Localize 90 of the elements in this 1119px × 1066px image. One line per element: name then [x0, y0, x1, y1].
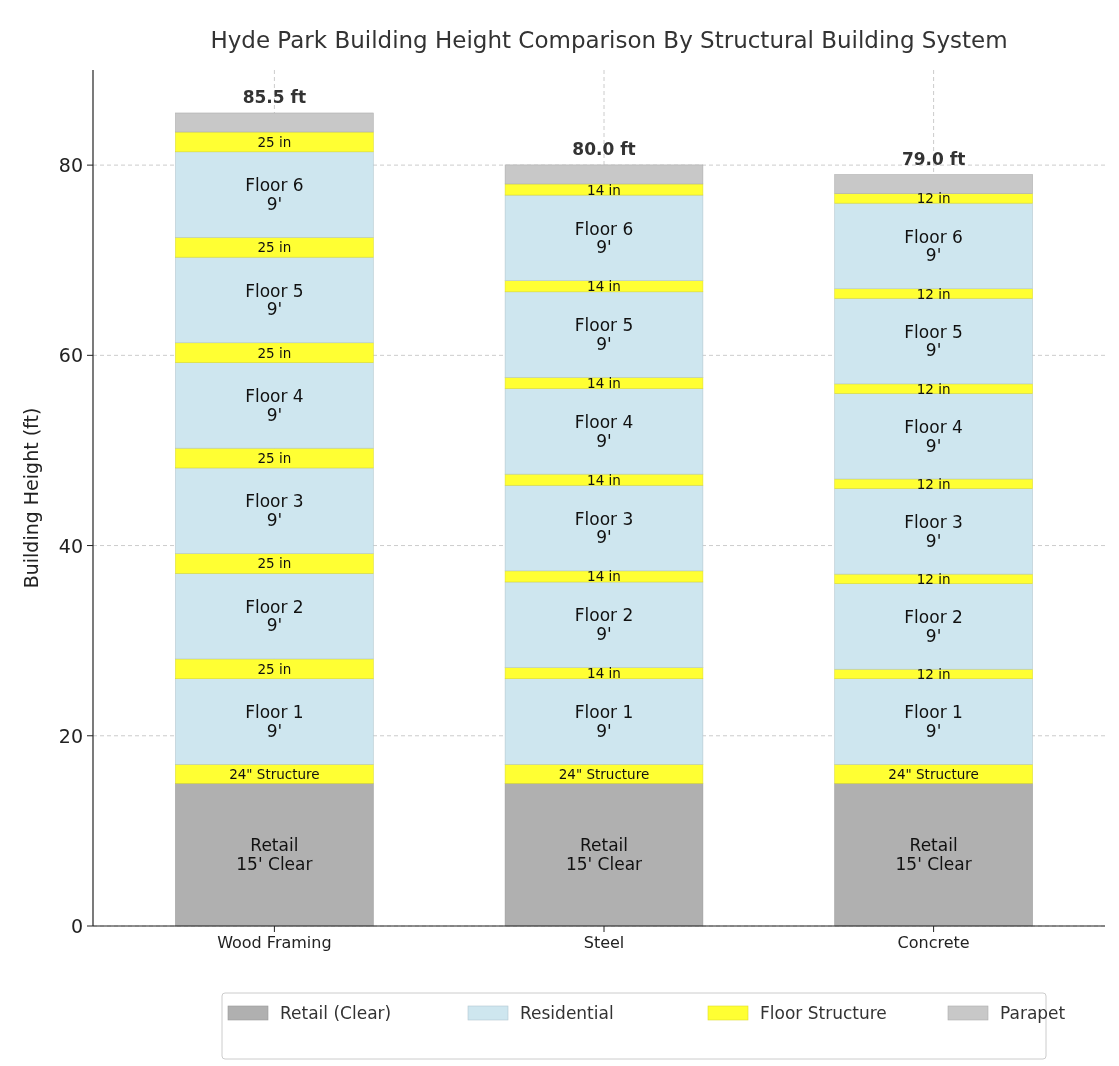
legend-label: Floor Structure	[760, 1003, 887, 1023]
annotation: 24" Structure	[558, 765, 650, 782]
annotation: 25 in	[257, 239, 292, 256]
annotation: 25 in	[257, 660, 292, 677]
bar	[504, 388, 704, 475]
data-label: Floor 4 9'	[574, 411, 634, 451]
bar	[834, 393, 1033, 480]
y-tick-label: 40	[58, 534, 83, 557]
data-label: Floor 1 9'	[904, 702, 963, 741]
y-tick-label: 60	[58, 344, 83, 367]
bar	[834, 488, 1033, 575]
annotation: 12 in	[916, 475, 951, 492]
data-label: Floor 3 9'	[574, 508, 634, 548]
y-tick-label: 80	[58, 154, 83, 177]
data-label: Floor 6 9'	[904, 226, 963, 266]
y-tick-label: 0	[70, 915, 83, 937]
y-axis-title: Building Height (ft)	[20, 407, 42, 589]
annotation: 12 in	[916, 665, 951, 682]
legend-label: Parapet	[1000, 1003, 1066, 1023]
annotation: 12 in	[916, 570, 951, 587]
annotation: 24" Structure	[229, 765, 320, 782]
annotation: 24" Structure	[888, 765, 979, 782]
bar	[175, 362, 374, 449]
x-tick-label: Steel	[583, 933, 625, 952]
bar	[175, 573, 374, 660]
data-label: Floor 3 9'	[245, 491, 304, 531]
x-tick-label: Concrete	[897, 933, 970, 952]
bar	[175, 237, 374, 258]
bar	[504, 484, 704, 572]
total-label: 85.5 ft	[242, 86, 307, 107]
data-label: Floor 6 9'	[574, 218, 634, 258]
data-label: Floor 1 9'	[245, 702, 304, 741]
data-label: Floor 6 9'	[245, 175, 304, 214]
bar	[175, 783, 374, 927]
data-label: Floor 3 9'	[904, 511, 963, 551]
y-tick-label: 20	[58, 724, 83, 747]
annotation: 12 in	[916, 380, 951, 397]
bar	[834, 678, 1033, 765]
bar	[504, 194, 704, 281]
bar	[504, 783, 704, 927]
bar	[175, 131, 374, 153]
bar	[175, 553, 374, 574]
bar	[834, 297, 1033, 385]
bar	[175, 256, 374, 344]
annotation: 12 in	[916, 190, 951, 207]
data-label: Floor 2 9'	[245, 596, 304, 636]
bar	[834, 193, 1033, 204]
bar	[834, 783, 1033, 927]
annotation: 14 in	[587, 665, 621, 682]
data-label: Floor 5 9'	[904, 321, 963, 361]
legend-label: Retail (Clear)	[280, 1003, 392, 1023]
annotation: 25 in	[257, 450, 292, 467]
bar	[504, 581, 704, 668]
annotation: 14 in	[587, 568, 621, 585]
data-label: Floor 5 9'	[574, 315, 634, 354]
data-label: Floor 2 9'	[574, 605, 634, 645]
annotation: 12 in	[916, 285, 951, 302]
bar	[504, 678, 704, 765]
annotation: 14 in	[587, 181, 621, 198]
total-label: 80.0 ft	[572, 138, 636, 159]
bar	[834, 583, 1033, 670]
data-label: Floor 2 9'	[904, 607, 963, 646]
bar	[175, 467, 374, 554]
bar	[834, 202, 1033, 290]
bar	[834, 288, 1033, 299]
total-label: 79.0 ft	[901, 148, 966, 169]
legend-label: Residential	[520, 1003, 614, 1023]
chart-title: Hyde Park Building Height Comparison By Structural Building System	[210, 27, 1008, 53]
annotation: 14 in	[587, 278, 621, 295]
annotation: 25 in	[257, 133, 292, 150]
data-label: Floor 5 9'	[245, 280, 304, 320]
data-label: Floor 4 9'	[904, 416, 963, 456]
annotation: 14 in	[587, 374, 621, 391]
bar	[175, 658, 374, 680]
bar	[175, 342, 374, 363]
bar	[175, 151, 374, 238]
data-label: Retail 15' Clear	[565, 835, 643, 875]
x-tick-label: Wood Framing	[217, 933, 332, 952]
data-label: Retail 15' Clear	[895, 835, 972, 875]
bar	[504, 291, 704, 378]
data-label: Floor 1 9'	[574, 702, 634, 741]
annotation: 25 in	[257, 344, 292, 361]
annotation: 25 in	[257, 555, 292, 572]
data-label: Retail 15' Clear	[236, 835, 313, 875]
bar	[175, 678, 374, 765]
data-label: Floor 4 9'	[245, 386, 304, 425]
bar	[175, 112, 374, 133]
bar	[175, 447, 374, 469]
annotation: 14 in	[587, 471, 621, 488]
bar	[834, 174, 1033, 194]
